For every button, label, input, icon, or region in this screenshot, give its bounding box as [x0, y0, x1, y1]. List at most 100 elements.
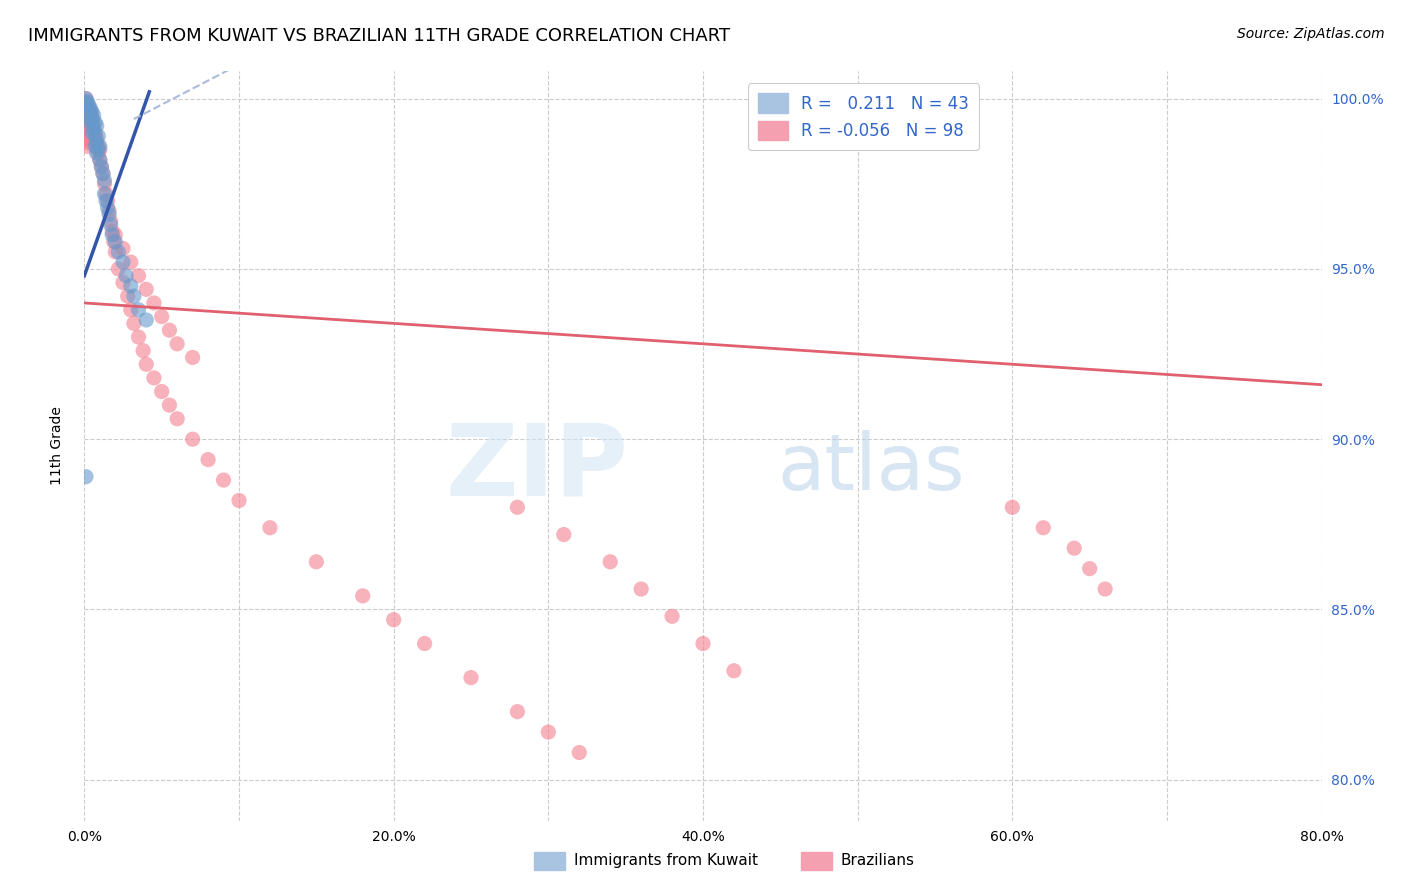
Point [83, 126, 105, 140]
Point [692, 636, 714, 650]
Point [115, 268, 138, 283]
Point [76, 95, 98, 109]
Point [87, 139, 110, 153]
Point [87, 129, 110, 144]
Y-axis label: 11th Grade: 11th Grade [49, 407, 63, 485]
Point [228, 493, 250, 508]
Point [75, 112, 97, 126]
Point [112, 255, 135, 269]
Legend: R =   0.211   N = 43, R = -0.056   N = 98: R = 0.211 N = 43, R = -0.056 N = 98 [748, 84, 979, 150]
Point [87, 146, 110, 161]
Point [76, 105, 98, 120]
Point [77, 115, 100, 129]
Point [94, 186, 117, 201]
Point [181, 351, 204, 365]
Point [150, 310, 173, 324]
Point [1001, 500, 1024, 515]
Point [568, 746, 591, 760]
Point [107, 261, 129, 276]
Point [382, 613, 405, 627]
Point [75, 105, 97, 120]
Point [96, 201, 118, 215]
Point [82, 105, 104, 120]
Point [79, 105, 101, 120]
Point [661, 609, 683, 624]
Point [75, 132, 97, 146]
Point [75, 98, 97, 112]
Point [143, 371, 166, 385]
Point [127, 330, 149, 344]
Point [75, 95, 97, 109]
Point [83, 132, 105, 146]
Point [84, 129, 107, 144]
Point [86, 136, 108, 150]
Point [89, 153, 111, 167]
Point [166, 411, 188, 425]
Point [87, 143, 110, 157]
Point [100, 214, 122, 228]
Point [82, 112, 104, 126]
Text: atlas: atlas [778, 431, 965, 507]
Point [460, 671, 482, 685]
Point [90, 160, 112, 174]
Point [100, 218, 122, 232]
Text: Immigrants from Kuwait: Immigrants from Kuwait [574, 854, 758, 868]
Point [86, 119, 108, 133]
Point [630, 582, 652, 596]
Point [93, 173, 115, 187]
Point [122, 289, 145, 303]
Point [120, 255, 142, 269]
Point [127, 268, 149, 283]
Point [93, 177, 115, 191]
Point [77, 102, 100, 116]
Point [75, 119, 97, 133]
Point [1032, 521, 1054, 535]
Point [76, 139, 98, 153]
Point [83, 119, 105, 133]
Point [101, 224, 124, 238]
Point [166, 336, 188, 351]
Point [89, 153, 111, 167]
Text: Brazilians: Brazilians [841, 854, 915, 868]
Point [76, 105, 98, 120]
Point [305, 555, 328, 569]
Point [101, 227, 124, 242]
Point [86, 139, 108, 153]
Point [159, 323, 180, 337]
Point [82, 119, 104, 133]
Point [77, 136, 100, 150]
Point [127, 302, 149, 317]
Point [1063, 541, 1085, 556]
Point [75, 102, 97, 116]
Point [77, 98, 100, 112]
Point [75, 126, 97, 140]
Point [77, 102, 100, 116]
Point [98, 204, 121, 219]
Point [77, 109, 100, 123]
Point [143, 296, 166, 310]
Point [506, 500, 529, 515]
Point [79, 112, 101, 126]
Point [94, 194, 117, 208]
Point [84, 115, 107, 129]
Point [104, 244, 127, 259]
Point [77, 112, 100, 126]
Point [159, 398, 180, 412]
Point [76, 98, 98, 112]
Point [82, 126, 104, 140]
Point [75, 95, 97, 109]
Point [117, 289, 139, 303]
Point [259, 521, 281, 535]
Point [553, 527, 575, 541]
Point [135, 357, 157, 371]
Point [723, 664, 745, 678]
Point [120, 279, 142, 293]
Point [82, 126, 104, 140]
Point [84, 126, 107, 140]
Point [150, 384, 173, 399]
Point [75, 92, 97, 106]
Point [135, 313, 157, 327]
Point [599, 555, 621, 569]
Point [107, 244, 129, 259]
Point [98, 207, 121, 221]
